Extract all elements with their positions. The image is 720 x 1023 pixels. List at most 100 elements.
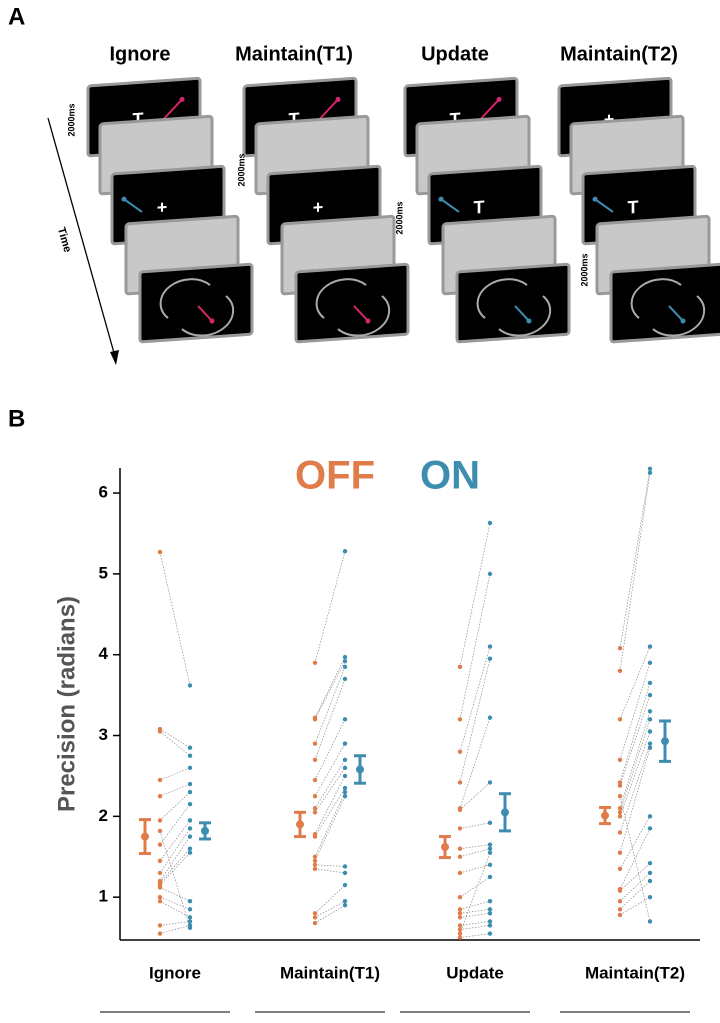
subject-dot	[617, 646, 623, 651]
pair-line	[459, 573, 491, 720]
subject-dot	[187, 753, 193, 758]
subject-dot	[457, 807, 463, 813]
subject-dot	[487, 715, 493, 720]
pair-line	[459, 925, 491, 930]
subject-dot	[487, 911, 493, 916]
subject-dot	[617, 717, 623, 722]
stimulus: T	[132, 109, 143, 130]
wheel-arc	[315, 278, 367, 319]
subject-dot	[647, 466, 653, 472]
subject-dot	[157, 793, 163, 799]
subject-dot	[187, 899, 193, 904]
subject-dot	[487, 907, 493, 912]
subject-dot	[617, 830, 623, 835]
legend-entry: OFF	[295, 454, 375, 498]
pair-line	[159, 848, 191, 883]
screen	[609, 262, 720, 344]
subject-dot	[312, 866, 318, 872]
subject-dot	[617, 899, 623, 904]
subject-dot	[647, 470, 653, 476]
pair-line	[459, 658, 491, 783]
subject-dot	[617, 668, 623, 674]
subject-dot	[617, 780, 623, 785]
subject-dot	[647, 660, 653, 665]
pair-line	[459, 646, 491, 752]
subject-dot	[457, 846, 463, 851]
subject-dot	[312, 810, 318, 815]
subject-dot	[647, 709, 653, 714]
subject-dot	[457, 826, 463, 831]
subject-dot	[187, 789, 193, 795]
subject-dot	[187, 850, 193, 855]
condition-title: Update	[421, 43, 489, 65]
subject-dot	[342, 765, 348, 771]
duration-label: 2000ms	[394, 201, 404, 234]
subject-dot	[157, 729, 163, 734]
pair-line	[459, 717, 491, 809]
duration-label: 2000ms	[66, 103, 76, 136]
subject-dot	[342, 676, 348, 682]
subject-dot	[342, 741, 348, 746]
subject-dot	[647, 870, 653, 876]
subject-dot	[187, 834, 193, 839]
subject-dot	[157, 885, 163, 890]
pair-line	[459, 844, 491, 850]
wheel-arc	[159, 278, 211, 319]
wheel-arc	[630, 278, 682, 319]
pair-line	[619, 816, 651, 870]
time-label: Time	[55, 226, 74, 254]
arrow-head	[335, 96, 341, 102]
subject-dot	[617, 810, 623, 815]
subject-dot	[617, 814, 623, 819]
pair-line	[619, 646, 651, 720]
subject-dot	[457, 894, 463, 900]
y-tick-label: 1	[99, 887, 108, 906]
arrow-head	[592, 196, 598, 202]
time-arrow-head	[110, 350, 119, 365]
pair-line	[159, 836, 191, 882]
pair-line	[619, 468, 651, 649]
pair-line	[159, 820, 191, 862]
pair-line	[619, 694, 651, 786]
subject-dot	[312, 741, 318, 746]
subject-dot	[487, 842, 493, 847]
subject-dot	[617, 850, 623, 855]
arrow-head	[121, 196, 127, 202]
arrow-head	[526, 318, 532, 324]
subject-dot	[647, 919, 653, 924]
pair-line	[314, 868, 346, 874]
pair-line	[159, 925, 191, 934]
subject-dot	[457, 780, 463, 785]
subject-dot	[342, 773, 348, 779]
subject-dot	[187, 915, 193, 920]
subject-dot	[457, 907, 463, 912]
stimulus: +	[313, 197, 324, 218]
subject-dot	[312, 915, 318, 920]
subject-dot	[487, 874, 493, 880]
subject-dot	[457, 870, 463, 876]
condition-title: Maintain(T2)	[560, 43, 678, 65]
subject-dot	[312, 757, 318, 762]
subject-dot	[647, 729, 653, 734]
pair-line	[619, 862, 651, 891]
pair-line	[314, 795, 346, 861]
x-tick-label: Ignore	[149, 963, 201, 982]
stimulus: T	[288, 109, 299, 130]
subject-dot	[617, 757, 623, 762]
wheel-arc	[498, 295, 552, 337]
screen-frame	[138, 262, 254, 344]
pair-line	[314, 900, 346, 918]
pair-line	[619, 896, 651, 916]
subject-dot	[312, 920, 318, 926]
pair-line	[459, 912, 491, 918]
subject-dot	[647, 717, 653, 722]
pair-line	[314, 666, 346, 744]
pair-line	[159, 791, 191, 821]
subject-dot	[187, 919, 193, 924]
pair-line	[619, 731, 651, 817]
stimulus: T	[627, 197, 638, 218]
duration-label: 2000ms	[236, 153, 246, 186]
subject-dot	[312, 858, 318, 863]
pair-line	[314, 904, 346, 924]
subject-dot	[187, 925, 193, 931]
